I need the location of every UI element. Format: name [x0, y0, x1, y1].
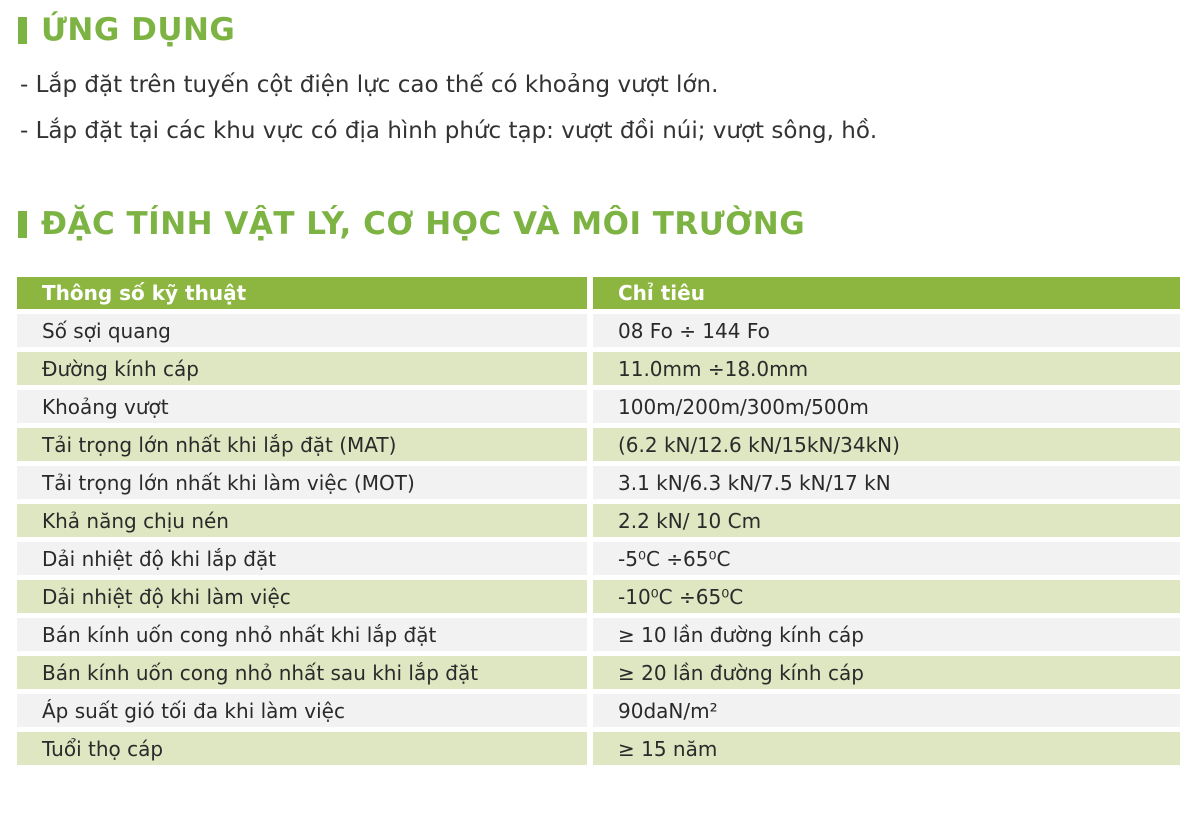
heading-bar-icon [18, 210, 27, 238]
parameter-cell: Bán kính uốn cong nhỏ nhất sau khi lắp đ… [17, 656, 587, 689]
table-row: Bán kính uốn cong nhỏ nhất sau khi lắp đ… [17, 656, 1180, 689]
section-title: ỨNG DỤNG [41, 12, 236, 48]
table-row: Khả năng chịu nén 2.2 kN/ 10 Cm [17, 504, 1180, 537]
application-line: - Lắp đặt tại các khu vực có địa hình ph… [20, 118, 878, 144]
header-value: Chỉ tiêu [593, 277, 1180, 309]
value-cell: 11.0mm ÷18.0mm [593, 352, 1180, 385]
parameter-cell: Tuổi thọ cáp [17, 732, 587, 765]
table-row: Tải trọng lớn nhất khi lắp đặt (MAT) (6.2… [17, 428, 1180, 461]
parameter-cell: Tải trọng lớn nhất khi làm việc (MOT) [17, 466, 587, 499]
value-cell: ≥ 15 năm [593, 732, 1180, 765]
parameter-cell: Bán kính uốn cong nhỏ nhất khi lắp đặt [17, 618, 587, 651]
value-cell: ≥ 20 lần đường kính cáp [593, 656, 1180, 689]
value-cell: -10⁰C ÷65⁰C [593, 580, 1180, 613]
value-cell: (6.2 kN/12.6 kN/15kN/34kN) [593, 428, 1180, 461]
application-line: - Lắp đặt trên tuyến cột điện lực cao th… [20, 72, 719, 98]
value-cell: 90daN/m² [593, 694, 1180, 727]
value-cell: -5⁰C ÷65⁰C [593, 542, 1180, 575]
parameter-cell: Tải trọng lớn nhất khi lắp đặt (MAT) [17, 428, 587, 461]
parameter-cell: Áp suất gió tối đa khi làm việc [17, 694, 587, 727]
parameter-cell: Dải nhiệt độ khi lắp đặt [17, 542, 587, 575]
value-cell: 2.2 kN/ 10 Cm [593, 504, 1180, 537]
value-cell: ≥ 10 lần đường kính cáp [593, 618, 1180, 651]
value-cell: 100m/200m/300m/500m [593, 390, 1180, 423]
parameter-cell: Dải nhiệt độ khi làm việc [17, 580, 587, 613]
section-heading-ung-dung: ỨNG DỤNG [18, 12, 235, 48]
parameter-cell: Khoảng vượt [17, 390, 587, 423]
heading-bar-icon [18, 16, 27, 44]
value-cell: 3.1 kN/6.3 kN/7.5 kN/17 kN [593, 466, 1180, 499]
table-row: Dải nhiệt độ khi làm việc -10⁰C ÷65⁰C [17, 580, 1180, 613]
table-row: Tuổi thọ cáp ≥ 15 năm [17, 732, 1180, 765]
table-row: Khoảng vượt 100m/200m/300m/500m [17, 390, 1180, 423]
parameter-cell: Số sợi quang [17, 314, 587, 347]
table-row: Dải nhiệt độ khi lắp đặt -5⁰C ÷65⁰C [17, 542, 1180, 575]
header-parameter: Thông số kỹ thuật [17, 277, 587, 309]
section-title: ĐẶC TÍNH VẬT LÝ, CƠ HỌC VÀ MÔI TRƯỜNG [41, 206, 806, 242]
section-heading-dac-tinh: ĐẶC TÍNH VẬT LÝ, CƠ HỌC VÀ MÔI TRƯỜNG [18, 206, 805, 242]
table-row: Tải trọng lớn nhất khi làm việc (MOT) 3.1… [17, 466, 1180, 499]
value-cell: 08 Fo ÷ 144 Fo [593, 314, 1180, 347]
parameter-cell: Đường kính cáp [17, 352, 587, 385]
table-row: Đường kính cáp 11.0mm ÷18.0mm [17, 352, 1180, 385]
table-header-row: Thông số kỹ thuật Chỉ tiêu [17, 277, 1180, 309]
parameter-cell: Khả năng chịu nén [17, 504, 587, 537]
table-row: Bán kính uốn cong nhỏ nhất khi lắp đặt ≥ … [17, 618, 1180, 651]
table-row: Số sợi quang 08 Fo ÷ 144 Fo [17, 314, 1180, 347]
table-row: Áp suất gió tối đa khi làm việc 90daN/m² [17, 694, 1180, 727]
spec-table: Thông số kỹ thuật Chỉ tiêu Số sợi quang 0… [11, 272, 1186, 770]
